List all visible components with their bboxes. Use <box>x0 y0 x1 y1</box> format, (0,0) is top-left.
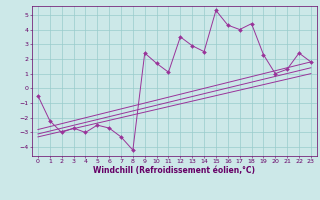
X-axis label: Windchill (Refroidissement éolien,°C): Windchill (Refroidissement éolien,°C) <box>93 166 255 175</box>
